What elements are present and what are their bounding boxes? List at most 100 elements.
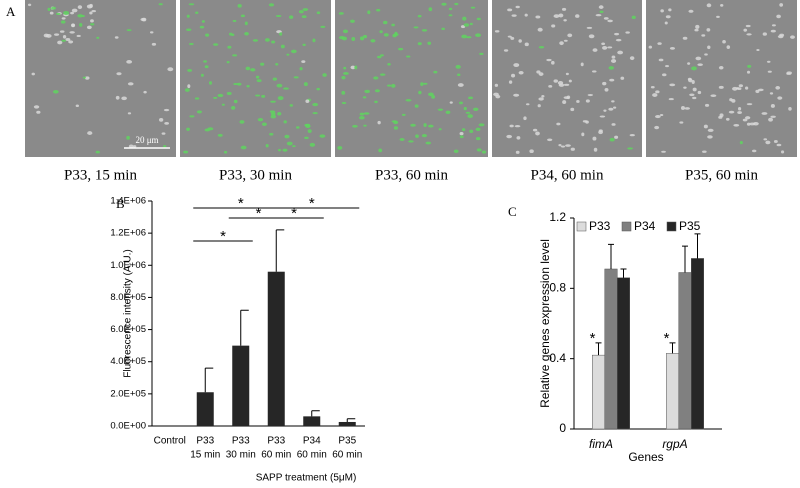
cell [63, 10, 70, 15]
cell [186, 127, 190, 131]
cell [428, 92, 434, 97]
cell [467, 114, 474, 119]
cell [363, 112, 370, 115]
cell [54, 33, 60, 36]
cell [158, 3, 163, 6]
cell [509, 124, 514, 128]
cell [282, 148, 288, 152]
cell [158, 117, 164, 122]
cell [195, 11, 199, 14]
legend-swatch [576, 221, 587, 232]
cell [307, 129, 312, 134]
x-tick-label: P34 [303, 436, 321, 447]
cell [704, 103, 710, 107]
cell [359, 116, 365, 120]
cell [445, 110, 451, 114]
cell [576, 100, 580, 103]
cell [706, 3, 712, 8]
cell [513, 93, 520, 97]
cell [770, 29, 776, 33]
cell [662, 73, 667, 77]
cell [295, 126, 300, 129]
x-axis-label: SAPP treatment (5μM) [256, 473, 357, 484]
cell [269, 132, 274, 136]
cell [561, 7, 567, 11]
panel-label: B [116, 196, 125, 211]
cell [425, 141, 432, 145]
error-bar [682, 245, 688, 273]
cell [603, 109, 607, 112]
cell [60, 20, 66, 24]
cell [89, 11, 93, 15]
cell [115, 95, 120, 100]
x-tick-label: P33 [267, 436, 285, 447]
cell [96, 36, 100, 39]
cell [587, 93, 594, 97]
cell [252, 39, 259, 42]
cell [648, 45, 653, 49]
cell [393, 33, 399, 36]
x-tick-label: P33 [232, 436, 250, 447]
cell [272, 77, 277, 81]
cell [745, 24, 751, 28]
cell [427, 124, 434, 128]
error-bar [311, 410, 320, 417]
cell [524, 42, 529, 47]
cell [377, 120, 381, 125]
cell [449, 101, 453, 104]
cell [585, 120, 589, 124]
cell [293, 76, 299, 79]
cell [391, 23, 395, 27]
cell [565, 72, 569, 76]
cell [354, 65, 358, 70]
cell [405, 55, 411, 58]
cell [599, 10, 604, 13]
x-tick-label: fimA [589, 437, 613, 451]
cell [65, 38, 71, 42]
legend-label: P35 [679, 219, 701, 233]
cell [707, 45, 711, 50]
cell [201, 20, 205, 23]
cell [790, 35, 795, 39]
cell [415, 134, 419, 138]
cell [739, 141, 743, 145]
cell [410, 123, 416, 127]
cell [290, 49, 297, 54]
cell [737, 111, 742, 114]
cell [718, 85, 724, 89]
cell [462, 16, 467, 21]
cell [217, 93, 224, 98]
cell [551, 60, 555, 65]
cell [611, 55, 616, 59]
cell [421, 133, 428, 138]
cell [322, 73, 327, 77]
cell [309, 142, 316, 147]
cell [233, 99, 238, 104]
cell [655, 90, 660, 94]
cell [393, 120, 399, 125]
cell [518, 39, 522, 43]
cell [728, 110, 735, 114]
error-bar [620, 268, 627, 278]
cell [463, 23, 470, 27]
bar [691, 258, 704, 430]
cell [184, 88, 190, 92]
cell [289, 15, 294, 19]
cell [250, 68, 256, 72]
cell [546, 58, 552, 62]
cell [691, 66, 697, 71]
cell [350, 65, 356, 70]
cell [374, 89, 380, 93]
cell [629, 56, 635, 61]
cell [261, 122, 267, 127]
cell [683, 86, 687, 89]
bar [592, 354, 605, 430]
cell [680, 106, 685, 110]
cell [704, 53, 708, 56]
cell [702, 150, 707, 153]
cell [417, 42, 422, 46]
cell [341, 90, 346, 95]
cell [607, 19, 613, 23]
image-caption: P33, 15 min [64, 167, 137, 183]
cell [747, 64, 752, 68]
